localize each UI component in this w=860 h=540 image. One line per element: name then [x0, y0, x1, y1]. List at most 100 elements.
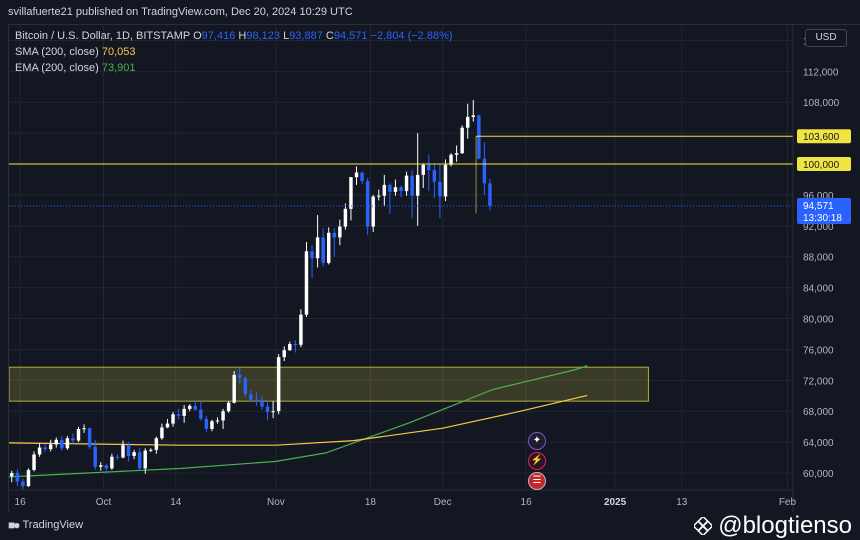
candle-body — [288, 344, 292, 351]
candle-body — [238, 374, 242, 378]
candle-body — [265, 406, 270, 412]
price-tick-label: 112,000 — [803, 67, 839, 78]
ema-value: 73,901 — [101, 62, 136, 74]
price-tick-label: 80,000 — [803, 315, 834, 326]
candle-body — [427, 164, 431, 171]
candle-body — [132, 452, 136, 457]
time-tick-label: 13 — [676, 497, 688, 508]
candle-body — [126, 445, 131, 457]
candle-body — [271, 411, 275, 413]
low-value: 93,887 — [289, 30, 323, 42]
chart-area[interactable]: 116,000112,000108,000104,00096,00092,000… — [8, 24, 860, 513]
price-tick-label: 92,000 — [803, 222, 834, 233]
candle-body — [154, 438, 159, 450]
price-tick-label: 76,000 — [803, 345, 834, 356]
countdown-label: 13:30:18 — [803, 213, 842, 224]
ema-label: EMA (200, close) — [15, 62, 99, 74]
compass-icon[interactable]: ✦ — [528, 432, 546, 450]
candle-body — [299, 314, 303, 345]
candle-body — [221, 411, 225, 421]
candle-body — [371, 196, 375, 227]
time-tick-label: 16 — [521, 497, 533, 508]
price-tick-label: 64,000 — [803, 438, 834, 449]
candle-body — [404, 175, 409, 192]
candle-body — [410, 175, 414, 196]
time-tick-label: 18 — [365, 497, 377, 508]
candle-body — [71, 438, 75, 441]
candle-body — [87, 428, 92, 447]
candle-body — [360, 172, 364, 182]
candle-body — [432, 170, 437, 182]
last-price-label: 94,571 — [803, 201, 834, 212]
candle-body — [365, 181, 370, 227]
price-tick-label: 108,000 — [803, 98, 840, 109]
candle-body — [37, 447, 42, 455]
symbol-name[interactable]: Bitcoin / U.S. Dollar, 1D, BITSTAMP — [15, 30, 191, 42]
candle-body — [421, 164, 425, 175]
time-axis[interactable]: 16 Oct 14 Nov 18 Dec 16 2025 13 Feb — [9, 489, 796, 508]
time-tick-label: 16 — [15, 497, 27, 508]
candle-body — [260, 401, 264, 407]
candle-body — [26, 469, 31, 487]
price-tick-label: 96,000 — [803, 191, 834, 202]
candle-body — [338, 226, 342, 238]
candle-body — [115, 456, 120, 458]
candle-body — [382, 184, 387, 196]
watermark-handle: @blogtienso — [718, 512, 852, 539]
candle-body — [210, 421, 214, 429]
price-chart[interactable]: 116,000112,000108,000104,00096,00092,000… — [9, 25, 860, 513]
change-value: −2,804 (−2.88%) — [370, 30, 453, 42]
last-price-tag — [797, 197, 851, 224]
candle-body — [149, 449, 153, 451]
candle-body — [176, 414, 181, 416]
candle-body — [43, 447, 47, 450]
lightning-icon[interactable]: ⚡ — [528, 452, 546, 470]
level-price-label: 100,000 — [803, 160, 840, 171]
candle-body — [349, 177, 353, 209]
candle-body — [438, 181, 442, 197]
legend: Bitcoin / U.S. Dollar, 1D, BITSTAMP O97,… — [15, 28, 453, 76]
candle-body — [104, 465, 109, 469]
legend-sma-row[interactable]: SMA (200, close) 70,053 — [15, 44, 453, 60]
candle-body — [315, 237, 320, 259]
price-axis[interactable]: 116,000112,000108,000104,00096,00092,000… — [792, 25, 859, 513]
candle-body — [293, 344, 298, 346]
candle-body — [449, 154, 453, 165]
candle-body — [32, 454, 36, 470]
candle-body — [165, 423, 170, 428]
candle-body — [121, 445, 125, 458]
support-zone — [9, 366, 649, 402]
time-tick-label: Nov — [267, 497, 285, 508]
candle-body — [48, 444, 53, 450]
candle-body — [160, 427, 164, 439]
currency-button[interactable]: USD — [805, 29, 847, 47]
close-label: C — [325, 30, 334, 42]
us-flag-icon[interactable]: ☰ — [528, 472, 546, 490]
tradingview-mark-icon: ■● — [8, 518, 20, 532]
tradingview-brand: TradingView — [22, 519, 84, 531]
candle-body — [282, 350, 286, 358]
candle-body — [199, 409, 203, 419]
candle-body — [332, 232, 337, 238]
level-price-label: 103,600 — [803, 132, 840, 143]
candle-body — [454, 153, 459, 155]
candle-body — [304, 251, 309, 315]
price-tick-label: 68,000 — [803, 407, 834, 418]
legend-ema-row[interactable]: EMA (200, close) 73,901 — [15, 60, 453, 76]
candle-body — [460, 127, 464, 154]
candle-body — [232, 374, 236, 403]
level-price-tag — [797, 157, 851, 172]
open-value: 97,416 — [201, 30, 236, 42]
candle-body — [393, 187, 398, 192]
candle-body — [10, 473, 14, 477]
tradingview-logo[interactable]: ■● TradingView — [8, 518, 83, 532]
ema-200-line — [9, 365, 588, 478]
candle-body — [249, 394, 253, 400]
watermark: @blogtienso — [694, 512, 852, 540]
candle-body — [137, 452, 142, 469]
candle-body — [377, 195, 381, 197]
candle-body — [388, 184, 392, 192]
binance-diamond-icon — [694, 517, 713, 535]
candle-body — [54, 439, 58, 445]
candle-body — [21, 481, 25, 487]
